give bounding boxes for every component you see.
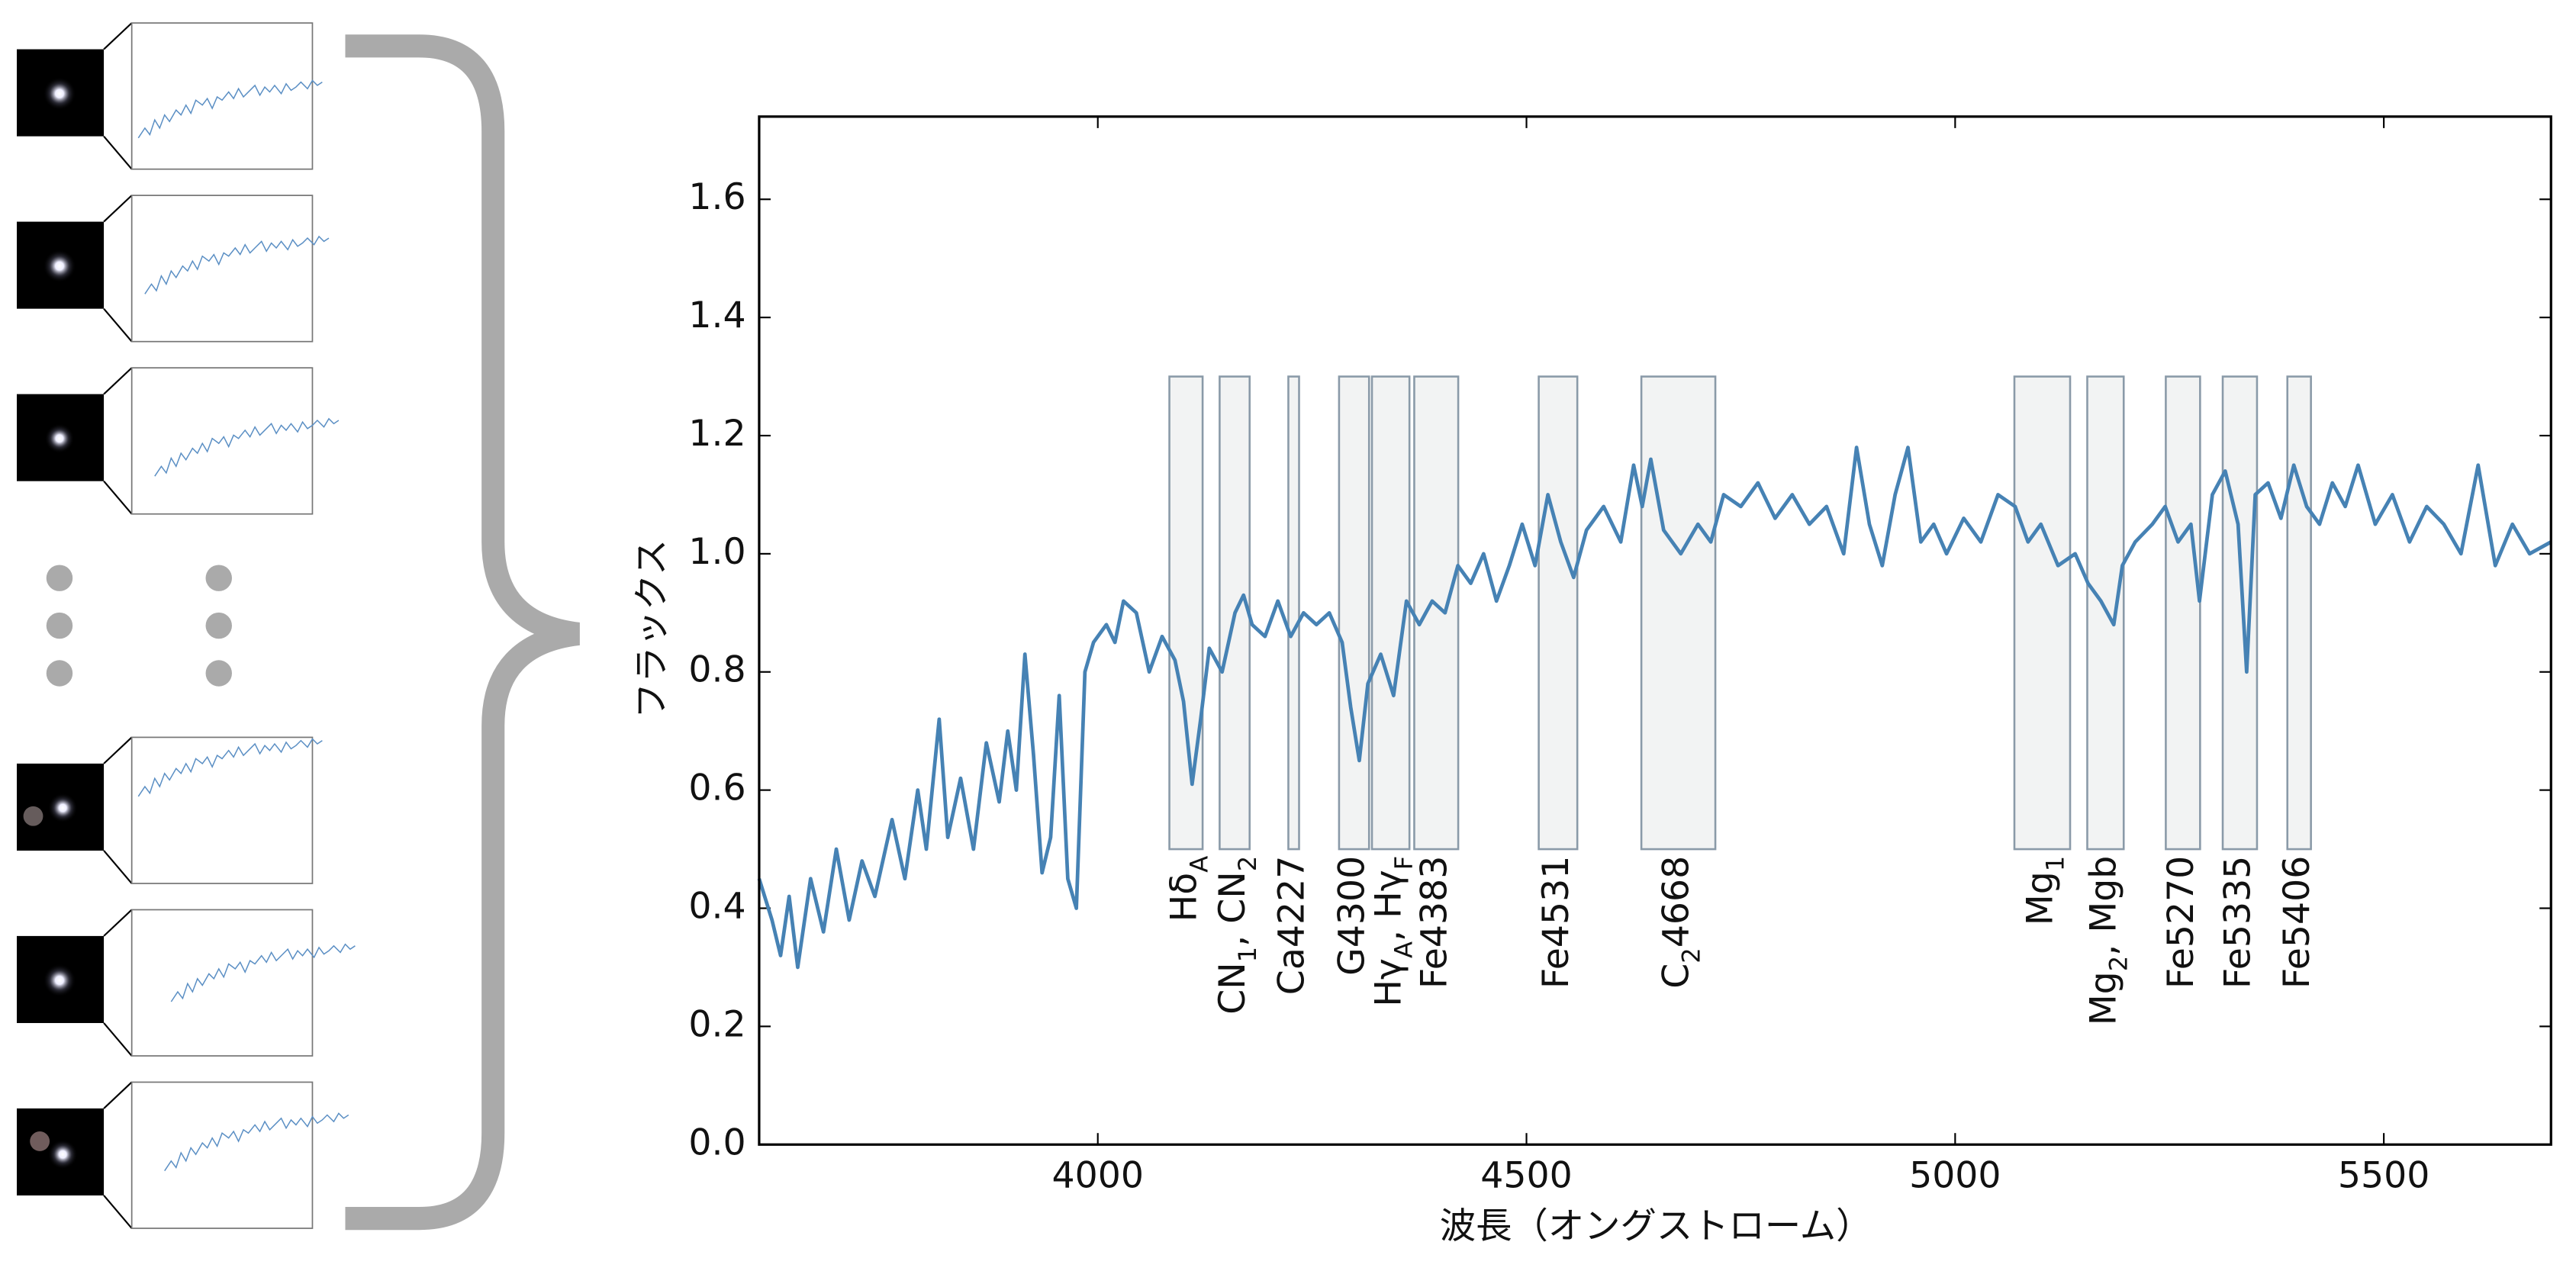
thumbnail <box>17 909 356 1057</box>
index-band <box>1538 375 1579 851</box>
index-band <box>1370 375 1411 851</box>
index-label: HδA <box>1163 856 1213 922</box>
brace <box>345 34 581 1231</box>
index-band <box>1338 375 1370 851</box>
index-label-text: Fe4383 <box>1413 856 1455 989</box>
index-label-sub: 1 <box>2040 856 2069 872</box>
index-label: Fe4531 <box>1535 856 1577 989</box>
y-tick-label: 1.4 <box>688 294 745 336</box>
y-tick-label: 1.0 <box>688 531 745 573</box>
index-band <box>1287 375 1300 851</box>
index-label-text: G4300 <box>1331 856 1373 976</box>
ellipsis <box>46 565 232 687</box>
index-band <box>2013 375 2072 851</box>
y-tick-label: 0.2 <box>688 1003 745 1045</box>
index-label-sub: A <box>1184 856 1213 873</box>
index-band <box>1413 375 1460 851</box>
index-label-text: Fe5406 <box>2276 856 2318 989</box>
index-label-sub: 2 <box>1233 856 1262 872</box>
index-label: Fe5406 <box>2276 856 2318 989</box>
index-label-sub: A <box>1389 941 1418 958</box>
y-tick-label: 1.6 <box>688 176 745 218</box>
index-label-text: , CN <box>1212 871 1254 947</box>
x-tick-label: 4000 <box>1051 1154 1144 1196</box>
index-label-text: 4668 <box>1656 856 1698 948</box>
index-band <box>1168 375 1204 851</box>
plot-frame <box>758 115 2552 1146</box>
thumbnail <box>17 22 324 170</box>
index-label-text: Mg <box>2019 871 2061 925</box>
index-label-text: Mg <box>2082 971 2124 1025</box>
y-axis-label: フラックス <box>631 539 673 719</box>
index-label: HγA, HγF <box>1368 856 1418 1007</box>
index-band <box>1640 375 1717 851</box>
index-label: Mg1 <box>2019 856 2069 925</box>
thumbnail <box>17 367 340 515</box>
index-label-text: Hγ <box>1368 958 1410 1007</box>
index-band <box>2221 375 2259 851</box>
index-label: Fe5335 <box>2217 856 2259 989</box>
index-label-text: Fe4531 <box>1535 856 1577 989</box>
thumbnail <box>17 195 330 343</box>
x-tick-label: 5000 <box>1909 1154 2001 1196</box>
index-label-text: Ca4227 <box>1270 856 1312 996</box>
thumbnail <box>17 1081 349 1229</box>
y-tick-label: 0.8 <box>688 649 745 691</box>
index-label-sub: 1 <box>1233 947 1262 963</box>
index-band <box>2286 375 2312 851</box>
index-label-sub: F <box>1389 856 1418 870</box>
x-tick-label: 5500 <box>2338 1154 2430 1196</box>
index-label: Fe4383 <box>1413 856 1455 989</box>
y-tick-label: 0.4 <box>688 886 745 928</box>
y-tick-label: 0.0 <box>688 1121 745 1163</box>
index-label-text: Fe5335 <box>2217 856 2259 989</box>
index-label: CN1, CN2 <box>1212 856 1262 1015</box>
y-tick-label: 1.2 <box>688 413 745 455</box>
index-label-text: Fe5270 <box>2160 856 2202 989</box>
index-label-sub: 2 <box>1677 948 1706 964</box>
thumbnails <box>17 22 356 1229</box>
index-label-text: , Hγ <box>1368 870 1410 941</box>
index-label: G4300 <box>1331 856 1373 976</box>
index-label-text: Hδ <box>1163 873 1205 922</box>
index-label-text: CN <box>1212 962 1254 1014</box>
x-axis-label: 波長（オングストローム） <box>1440 1205 1872 1247</box>
thumbnail <box>17 736 324 884</box>
index-label: C24668 <box>1656 856 1706 989</box>
index-label-sub: 2 <box>2104 956 2133 972</box>
index-label-text: , Mgb <box>2082 856 2124 956</box>
index-label-text: C <box>1656 964 1698 989</box>
index-label: Ca4227 <box>1270 856 1312 996</box>
index-label: Fe5270 <box>2160 856 2202 989</box>
spectrum-line <box>757 446 2552 970</box>
index-band <box>2165 375 2201 851</box>
y-tick-label: 0.6 <box>688 767 745 809</box>
x-tick-label: 4500 <box>1480 1154 1573 1196</box>
index-label: Mg2, Mgb <box>2082 856 2133 1026</box>
